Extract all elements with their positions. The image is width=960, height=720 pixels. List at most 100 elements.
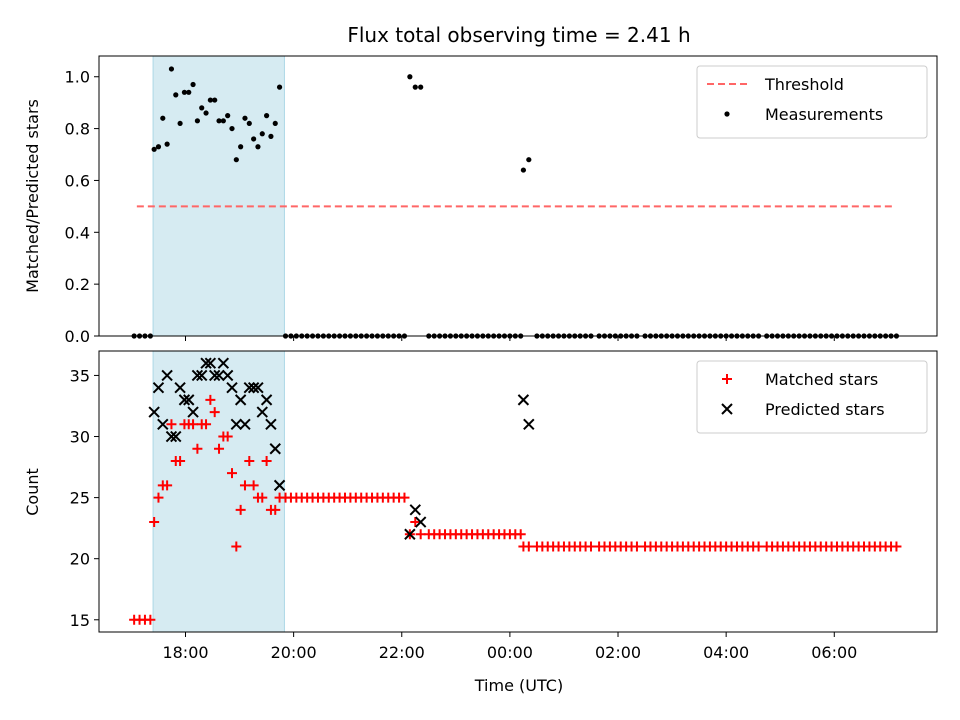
x-tick-label-2: 22:00 [379,643,425,662]
bottom-point-1-31 [409,504,421,516]
bottom-point-1-3 [161,369,173,382]
x-tick-label-5: 04:00 [703,643,749,662]
top-point-0-15 [199,105,205,111]
top-point-0-8 [168,66,175,72]
bottom-point-1-33 [517,394,530,406]
bottom-point-0-27 [248,480,259,491]
x-tick-label-0: 18:00 [162,643,208,662]
bottom-point-0-30 [261,455,272,466]
top-point-0-32 [272,120,278,127]
top-y-tick-label-3: 0.6 [65,171,90,190]
x-tick-label-4: 02:00 [595,643,641,662]
bottom-point-1-2 [157,418,169,431]
bottom-point-0-32 [270,504,281,515]
x-tick-label-3: 00:00 [487,643,533,662]
bottom-point-1-22 [243,381,256,394]
bottom-point-0-26 [244,455,255,466]
x-tick-label-6: 06:00 [811,643,857,662]
top-point-0-57 [407,74,413,80]
bottom-point-1-4 [165,430,178,443]
bottom-point-1-8 [183,394,195,406]
top-point-0-27 [251,136,257,142]
top-point-0-33 [276,84,283,90]
bottom-point-1-28 [269,443,281,455]
bottom-point-1-0 [148,406,160,418]
top-point-0-59 [418,84,424,90]
bottom-point-0-8 [166,419,177,430]
bottom-y-tick-label-3: 30 [70,428,90,447]
bottom-point-0-10 [175,455,186,466]
bottom-point-0-3 [145,614,156,625]
bottom-point-0-56 [399,492,410,503]
bottom-point-1-16 [217,357,230,369]
top-point-0-10 [177,120,183,127]
bottom-series-0 [129,394,902,625]
bottom-point-1-19 [230,418,243,431]
bottom-axes-frame [98,350,938,633]
top-panel: 0.0 0.2 0.4 0.6 0.8 1.0 Threshold Measurements [65,55,938,346]
top-point-0-25 [242,115,248,121]
top-point-0-22 [229,125,235,132]
x-axis-label: Time (UTC) [474,676,563,695]
bottom-point-0-14 [192,443,203,454]
top-point-0-11 [181,89,188,95]
bottom-y-tick-label-4: 35 [70,366,90,385]
bottom-point-1-1 [152,381,165,394]
bottom-point-1-34 [523,418,535,431]
top-point-0-31 [268,133,274,139]
bottom-point-0-24 [235,504,246,515]
bottom-point-0-145 [891,541,902,552]
top-legend-marker-1 [724,111,730,117]
bottom-point-1-29 [273,479,286,492]
bottom-point-1-30 [404,528,416,540]
bottom-y-tick-label-1: 20 [70,550,90,569]
top-point-0-28 [255,144,261,150]
top-point-0-78 [520,167,527,173]
top-legend-label-1: Measurements [765,105,883,124]
bottom-legend: Matched stars Predicted stars [696,360,928,434]
top-y-tick-label-4: 0.8 [65,120,90,139]
bottom-point-1-25 [256,406,268,418]
bottom-point-0-4 [149,517,160,528]
top-y-axis-label: Matched/Predicted stars [23,99,42,293]
bottom-point-1-7 [178,394,191,406]
top-y-tick-label-1: 0.2 [65,275,90,294]
top-point-0-14 [194,118,200,124]
bottom-point-1-23 [247,381,260,394]
bottom-point-1-9 [187,406,199,418]
top-point-0-9 [173,92,179,98]
bottom-point-1-13 [204,357,217,369]
bottom-point-1-21 [239,418,251,431]
bottom-point-1-12 [200,357,212,369]
bottom-point-0-7 [162,480,173,491]
bottom-point-0-13 [188,419,199,430]
bottom-point-1-17 [221,369,234,382]
bottom-legend-label-0: Matched stars [765,370,878,389]
bottom-point-1-11 [196,369,208,382]
bottom-y-axis-label: Count [23,468,42,516]
bottom-point-0-16 [201,419,212,430]
bottom-point-0-18 [209,407,220,418]
bottom-shaded-region [152,350,285,633]
top-point-0-17 [207,97,213,103]
bottom-point-0-19 [214,443,225,454]
bottom-legend-marker-0 [722,374,732,384]
bottom-point-1-10 [191,369,204,382]
top-y-tick-label-5: 1.0 [65,68,90,87]
top-point-0-18 [212,97,218,103]
bottom-point-0-5 [153,492,164,503]
top-point-0-20 [220,118,226,124]
chart-title: Flux total observing time = 2.41 h [347,23,690,47]
top-point-0-23 [233,157,239,163]
top-point-0-16 [203,110,209,116]
top-point-0-29 [259,131,265,137]
top-y-tick-label-0: 0.0 [65,327,90,346]
bottom-legend-marker-1 [721,403,733,415]
bottom-point-1-26 [260,394,273,406]
top-point-0-4 [151,146,157,152]
top-legend: Threshold Measurements [696,65,928,139]
top-point-0-58 [412,84,418,90]
bottom-point-1-18 [226,381,238,394]
bottom-point-1-24 [252,381,264,394]
